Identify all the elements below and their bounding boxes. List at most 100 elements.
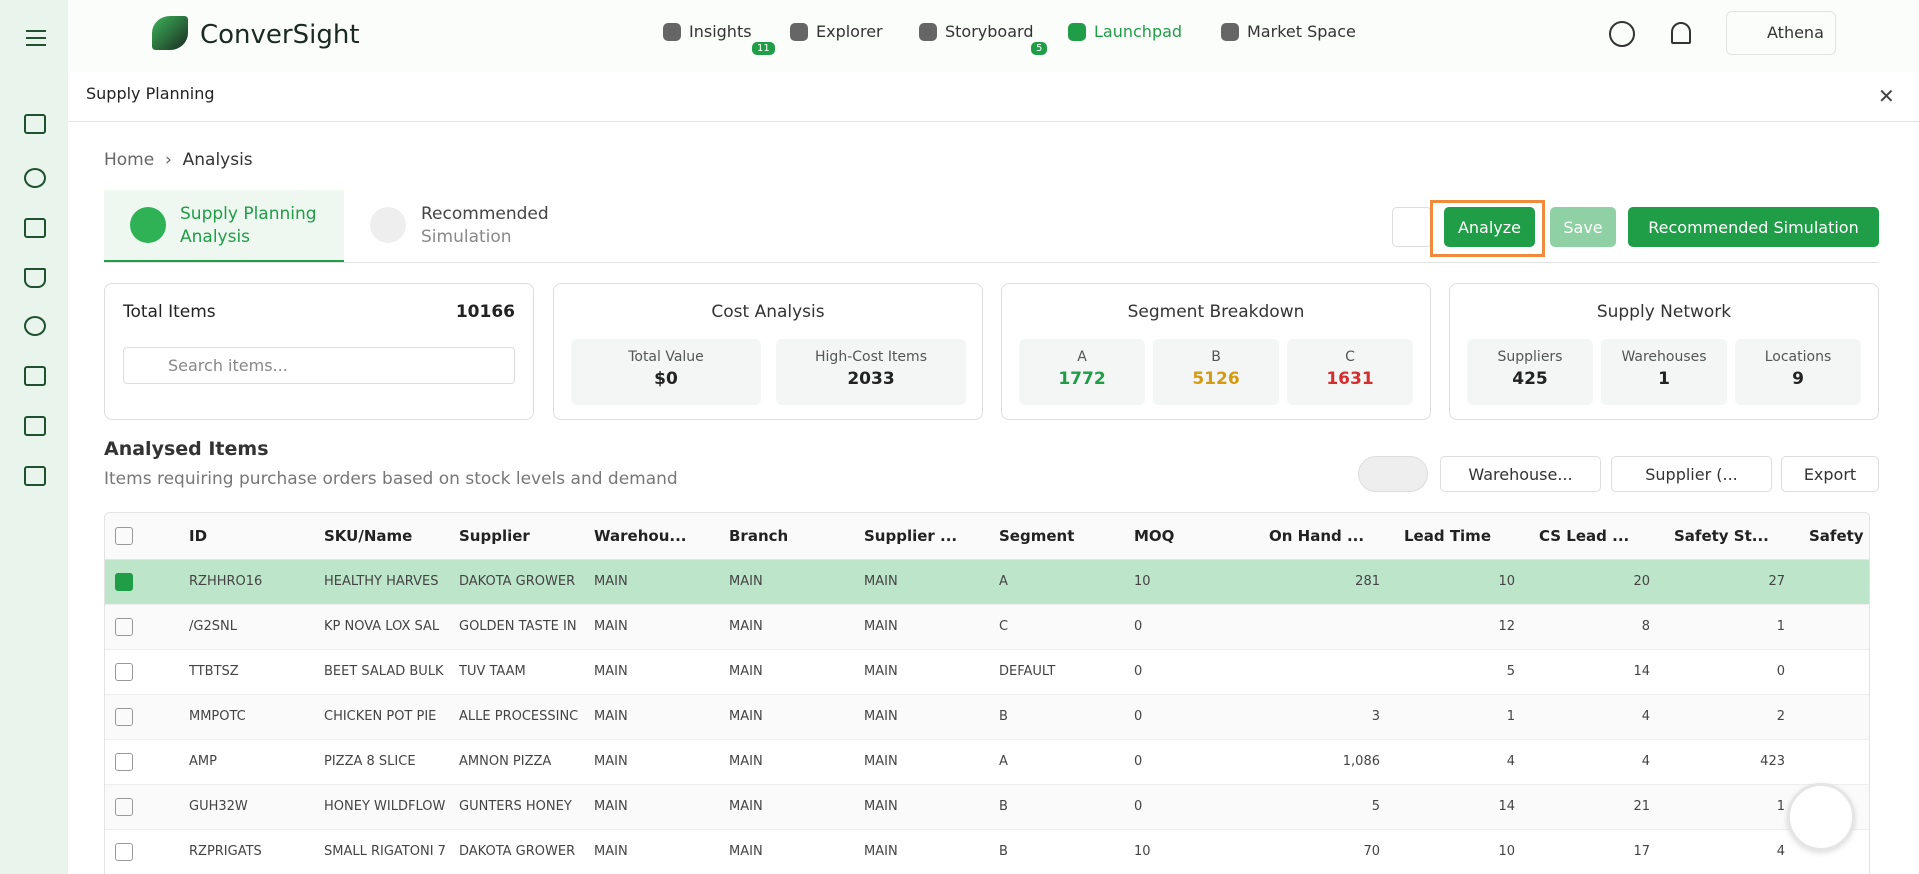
hint-button[interactable] [1392,207,1432,247]
table-row[interactable]: MMPOTC CHICKEN POT PIE ALLE PROCESSINC MAIN… [105,694,1869,740]
column-header[interactable]: Safety St... [1662,513,1797,560]
column-header[interactable]: Supplier [447,513,582,560]
checkbox[interactable] [115,617,133,636]
chat-launcher[interactable] [1787,783,1855,851]
close-icon[interactable]: ✕ [1878,84,1895,108]
search-input[interactable]: Search items... [123,347,515,384]
export-button[interactable]: Export [1781,456,1879,492]
help-icon[interactable] [1609,21,1635,47]
table-cell: ALLE PROCESSINC [447,694,582,740]
table-cell: 70 [1257,829,1392,874]
logo-icon [152,16,188,50]
nav-item[interactable]: Explorer [790,22,883,41]
bell-icon[interactable] [1671,22,1691,44]
table-cell: A [987,739,1122,785]
checkbox[interactable] [115,572,133,591]
table-row[interactable]: RZHHRO16 HEALTHY HARVES DAKOTA GROWER MAIN M… [105,559,1869,605]
logo[interactable]: ConverSight [200,20,360,50]
nav-item[interactable]: Storyboard [919,22,1033,41]
table-cell: 4 [1662,829,1797,874]
stat-label: B [1211,349,1221,365]
sidebar-icon[interactable] [24,168,46,188]
table-wrap: ID SKU/Name Supplier Warehou... Branch Suppli… [104,512,1870,874]
warehouse-filter[interactable]: Warehouse... [1440,456,1601,492]
user-menu[interactable]: Athena [1726,11,1836,55]
table-cell: MAIN [717,739,852,785]
sidebar-icon[interactable] [24,416,46,436]
table-cell: MAIN [717,784,852,830]
table-cell: MAIN [852,604,987,650]
table-cell: DEFAULT [987,649,1122,695]
table-cell [1257,649,1392,695]
checkbox[interactable] [115,662,133,681]
table-cell: 10 [1122,559,1257,605]
header-row: ID SKU/Name Supplier Warehou... Branch Suppli… [105,513,1869,560]
checkbox[interactable] [115,527,133,545]
analyze-button[interactable]: Analyze [1444,207,1535,247]
table-cell: 5 [1392,649,1527,695]
breadcrumb-link[interactable]: Home [104,150,155,170]
table-cell: MAIN [852,739,987,785]
table-cell: C [987,604,1122,650]
menu-icon[interactable] [26,30,46,46]
sidebar-icon[interactable] [24,316,46,336]
tab-title: Recommended [421,204,549,224]
column-header[interactable]: Warehou... [582,513,717,560]
checkbox[interactable] [115,707,133,726]
column-header[interactable]: Safety Da... [1797,513,1869,560]
table-row[interactable]: RZPRIGATS SMALL RIGATONI 7 DAKOTA GROWER MA… [105,829,1869,874]
checkbox[interactable] [115,797,133,816]
nav-item[interactable]: Market Space [1221,22,1356,41]
tab[interactable]: Recommended Simulation [360,190,580,262]
card-title: Cost Analysis [711,302,825,322]
save-button[interactable]: Save [1550,207,1616,247]
checkbox[interactable] [115,752,133,771]
table-cell: 10 [1392,559,1527,605]
table-cell: DAKOTA GROWER [447,559,582,605]
tab-active[interactable]: Supply Planning Analysis [104,190,344,262]
stat: Total Value $0 [571,339,761,405]
tab-icon [370,207,406,243]
table-cell: 10 [1392,829,1527,874]
table-row[interactable]: AMP PIZZA 8 SLICE AMNON PIZZA MAIN MAIN MAIN A… [105,739,1869,785]
stat-value: 1 [1658,369,1670,389]
table-cell [1797,559,1869,605]
stat: B 5126 [1153,339,1279,405]
nav-item[interactable]: Launchpad [1068,22,1182,41]
table-cell: 1 [1662,604,1797,650]
table-row[interactable]: TTBTSZ BEET SALAD BULK TUV TAAM MAIN MAIN MAI… [105,649,1869,695]
column-header[interactable]: Segment [987,513,1122,560]
nav-label: Explorer [816,22,883,41]
recommended-simulation-button[interactable]: Recommended Simulation [1628,207,1879,247]
table-row[interactable]: GUH32W HONEY WILDFLOW GUNTERS HONEY MAIN MAI… [105,784,1869,830]
nav-label: Launchpad [1094,22,1183,41]
table-cell: 4 [1527,694,1662,740]
column-header[interactable]: On Hand ... [1257,513,1392,560]
sidebar-icon[interactable] [24,114,46,134]
sidebar-icon[interactable] [24,268,46,288]
sidebar-icon[interactable] [24,466,46,486]
column-header[interactable]: CS Lead ... [1527,513,1662,560]
stat-label: High-Cost Items [815,349,927,365]
view-toggle[interactable] [1358,456,1428,492]
nav-item[interactable]: Insights [663,22,752,41]
nav-label: Market Space [1247,22,1356,41]
table-row[interactable]: /G2SNL KP NOVA LOX SAL GOLDEN TASTE IN MAIN… [105,604,1869,650]
column-header[interactable]: Supplier ... [852,513,987,560]
table-cell: MAIN [582,739,717,785]
column-header[interactable]: MOQ [1122,513,1257,560]
sidebar-icon[interactable] [24,218,46,238]
supplier-filter[interactable]: Supplier (... [1611,456,1772,492]
breadcrumb: Home › Analysis [104,150,253,170]
column-header[interactable]: Branch [717,513,852,560]
nav-badge: 11 [752,42,775,55]
column-header[interactable]: SKU/Name [312,513,447,560]
column-header[interactable]: Lead Time [1392,513,1527,560]
stat-value: 1631 [1326,369,1374,389]
checkbox[interactable] [115,842,133,861]
table-cell: RZPRIGATS [177,829,312,874]
sidebar-icon[interactable] [24,366,46,386]
table-cell: MAIN [717,559,852,605]
column-header[interactable]: ID [177,513,312,560]
